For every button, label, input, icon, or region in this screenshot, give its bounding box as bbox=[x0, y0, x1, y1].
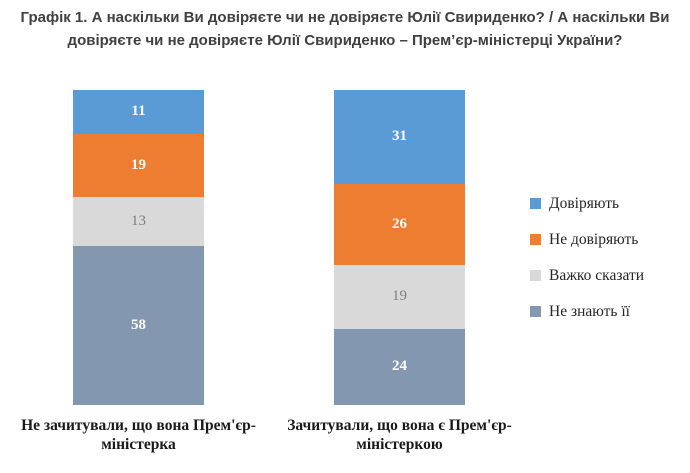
segment-hard-to-say: 19 bbox=[334, 264, 465, 329]
category-column-not-told: 11 19 13 58 Не зачитували, що вона Прем'… bbox=[8, 90, 269, 455]
legend-color-swatch bbox=[530, 233, 541, 245]
segment-distrust: 19 bbox=[73, 133, 204, 198]
segment-hard-to-say: 13 bbox=[73, 197, 204, 247]
legend-label: Важко сказати bbox=[549, 266, 645, 284]
chart-area: 11 19 13 58 Не зачитували, що вона Прем'… bbox=[0, 90, 690, 455]
segment-dont-know-her: 24 bbox=[334, 328, 465, 405]
legend: Довіряють Не довіряють Важко сказати Не … bbox=[530, 90, 690, 455]
segment-distrust: 26 bbox=[334, 183, 465, 265]
legend-item-distrust: Не довіряють bbox=[530, 231, 690, 248]
legend-color-swatch bbox=[530, 197, 541, 209]
legend-item-trust: Довіряють bbox=[530, 195, 690, 212]
category-label-not-told: Не зачитували, що вона Прем'єр-міністерк… bbox=[21, 417, 256, 454]
plot-area: 11 19 13 58 Не зачитували, що вона Прем'… bbox=[0, 90, 530, 455]
legend-label: Не знають її bbox=[549, 302, 630, 320]
legend-color-swatch bbox=[530, 269, 541, 281]
category-label-told: Зачитували, що вона є Прем'єр-міністерко… bbox=[287, 417, 512, 454]
legend-item-hard-to-say: Важко сказати bbox=[530, 267, 690, 284]
legend-label: Не довіряють bbox=[549, 230, 639, 248]
segment-dont-know-her: 58 bbox=[73, 246, 204, 406]
segment-trust: 31 bbox=[334, 90, 465, 184]
segment-trust: 11 bbox=[73, 90, 204, 134]
chart-title: Графік 1. А наскільки Ви довіряєте чи не… bbox=[20, 9, 670, 49]
category-column-told: 31 26 19 24 Зачитували, що вона є Прем'є… bbox=[269, 90, 530, 455]
legend-item-dont-know-her: Не знають її bbox=[530, 303, 690, 320]
legend-label: Довіряють bbox=[549, 194, 620, 212]
legend-color-swatch bbox=[530, 305, 541, 317]
stacked-bar-not-told: 11 19 13 58 bbox=[73, 90, 204, 406]
stacked-bar-told: 31 26 19 24 bbox=[334, 90, 465, 405]
